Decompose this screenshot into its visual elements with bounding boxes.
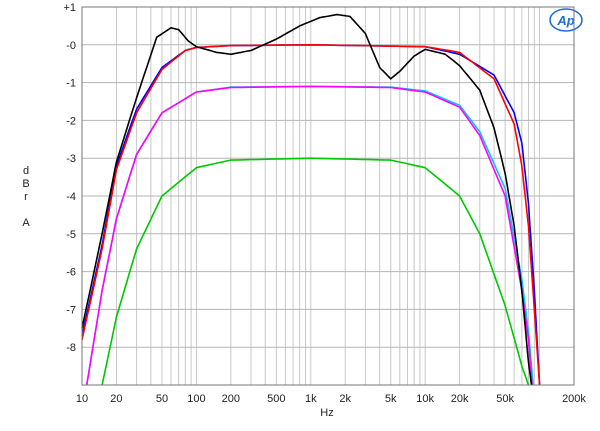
x-tick-label: 500 [267, 393, 285, 405]
x-tick-label: 10k [416, 393, 434, 405]
series-line-2 [85, 85, 534, 386]
y-tick-label: -7 [66, 304, 76, 316]
y-tick-label: -1 [66, 78, 76, 90]
series-line-6 [81, 13, 533, 386]
x-tick-label: 1k [305, 393, 317, 405]
y-axis-label: dBr A [22, 165, 30, 229]
x-tick-label: 5k [385, 393, 397, 405]
x-tick-labels: 10 20 50 100 200 500 1k 2k 5k 10k 20k 50k 200k [76, 393, 587, 405]
x-axis-label: Hz [320, 407, 333, 419]
y-tick-label: -8 [66, 342, 76, 354]
series-line-3 [85, 85, 533, 386]
plot-frame [81, 6, 575, 386]
x-tick-label: 200k [562, 393, 586, 405]
x-tick-label: 20 [110, 393, 122, 405]
y-tick-label: -2 [66, 115, 76, 127]
y-tick-label: -4 [66, 191, 76, 203]
y-tick-label: -3 [66, 153, 76, 165]
x-tick-label: 20k [451, 393, 469, 405]
y-axis-label-char: A [22, 217, 30, 229]
x-tick-label: 100 [187, 393, 205, 405]
y-axis-label-char: r [24, 191, 28, 203]
series-lines [81, 13, 541, 386]
y-tick-label: -6 [66, 267, 76, 279]
x-tick-label: 50 [156, 393, 168, 405]
ap-logo: Ap [549, 8, 583, 32]
x-tick-label: 2k [339, 393, 351, 405]
grid-major [82, 6, 574, 386]
y-tick-label: -0 [66, 40, 76, 52]
y-axis-label-char: d [23, 165, 29, 177]
y-tick-labels: +1 -0 -1 -2 -3 -4 -5 -6 -7 -8 [63, 2, 76, 354]
y-tick-label: +1 [63, 2, 76, 14]
series-line-5 [81, 44, 541, 386]
series-line-1 [101, 157, 530, 386]
x-tick-label: 200 [222, 393, 240, 405]
x-tick-label: 50k [496, 393, 514, 405]
y-axis-label-char: B [22, 178, 29, 190]
ap-logo-text: Ap [556, 13, 574, 28]
y-tick-label: -5 [66, 229, 76, 241]
x-tick-label: 10 [76, 393, 88, 405]
